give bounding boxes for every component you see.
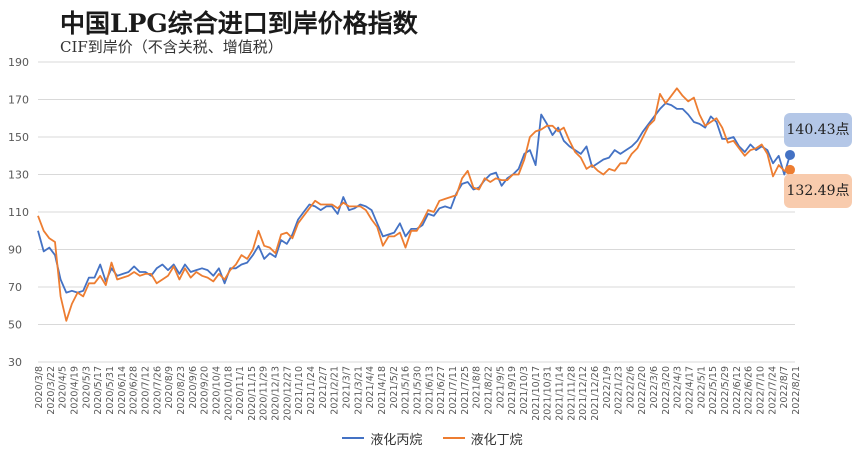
x-tick-label: 2020/7/12 xyxy=(140,366,151,415)
x-tick-label: 2021/7/25 xyxy=(460,366,471,415)
x-tick-label: 2020/7/26 xyxy=(152,366,163,415)
legend-label-butane: 液化丁烷 xyxy=(470,432,523,448)
y-tick-label: 130 xyxy=(8,169,29,182)
x-tick-label: 2020/10/18 xyxy=(223,366,234,421)
legend-item-propane: 液化丙烷 xyxy=(342,429,422,448)
x-tick-label: 2022/5/29 xyxy=(720,366,731,415)
x-tick-label: 2022/4/17 xyxy=(685,366,696,415)
legend-swatch-butane xyxy=(442,437,465,439)
x-tick-label: 2020/4/19 xyxy=(69,366,80,415)
x-tick-label: 2022/6/26 xyxy=(744,366,755,415)
x-tick-label: 2022/3/6 xyxy=(649,366,660,409)
legend-item-butane: 液化丁烷 xyxy=(442,429,523,448)
x-tick-label: 2021/11/28 xyxy=(566,366,577,421)
x-tick-label: 2021/3/7 xyxy=(342,366,353,409)
series-line-propane xyxy=(37,102,791,294)
x-tick-label: 2022/8/7 xyxy=(779,366,790,409)
legend-label-propane: 液化丙烷 xyxy=(370,432,423,448)
x-tick-label: 2021/12/26 xyxy=(590,366,601,421)
x-tick-label: 2020/11/29 xyxy=(259,366,270,421)
x-tick-label: 2021/7/11 xyxy=(448,366,459,415)
x-tick-label: 2021/8/8 xyxy=(472,366,483,409)
x-tick-label: 2022/1/9 xyxy=(602,366,613,409)
x-tick-label: 2020/6/14 xyxy=(117,366,128,415)
series-line-butane xyxy=(37,87,791,322)
x-tick-label: 2022/6/12 xyxy=(732,366,743,415)
x-tick-label: 2022/5/15 xyxy=(708,366,719,415)
chart-subtitle: CIF到岸价（不含关税、增值税） xyxy=(60,38,283,56)
x-tick-label: 2020/12/27 xyxy=(282,366,293,421)
x-tick-label: 2021/5/2 xyxy=(389,366,400,409)
y-tick-label: 70 xyxy=(8,281,22,294)
x-tick-label: 2020/8/23 xyxy=(176,366,187,415)
x-tick-label: 2022/5/1 xyxy=(696,366,707,409)
x-tick-label: 2021/1/10 xyxy=(294,366,305,415)
x-tick-label: 2021/6/27 xyxy=(436,366,447,415)
x-tick-label: 2022/2/6 xyxy=(625,366,636,409)
y-tick-label: 190 xyxy=(8,56,29,69)
x-tick-label: 2020/11/1 xyxy=(235,366,246,415)
x-tick-label: 2021/11/14 xyxy=(554,366,565,421)
x-tick-label: 2021/10/17 xyxy=(531,366,542,421)
x-tick-label: 2021/5/30 xyxy=(413,366,424,415)
x-tick-label: 2022/8/21 xyxy=(791,366,802,415)
chart-legend: 液化丙烷 液化丁烷 xyxy=(0,428,865,448)
x-tick-label: 2020/8/9 xyxy=(164,366,175,409)
x-tick-label: 2022/3/20 xyxy=(661,366,672,415)
x-tick-label: 2020/5/3 xyxy=(81,366,92,409)
callout-propane-value: 140.43点 xyxy=(784,113,852,147)
x-tick-label: 2021/2/21 xyxy=(330,366,341,415)
x-tick-label: 2021/12/12 xyxy=(578,366,589,421)
x-tick-label: 2020/4/5 xyxy=(58,366,69,409)
x-tick-label: 2021/5/16 xyxy=(401,366,412,415)
x-tick-label: 2020/6/28 xyxy=(129,366,140,415)
y-tick-label: 150 xyxy=(8,131,29,144)
x-tick-label: 2020/11/15 xyxy=(247,366,258,421)
x-tick-label: 2021/9/5 xyxy=(495,366,506,409)
x-tick-label: 2021/8/22 xyxy=(483,366,494,415)
legend-swatch-propane xyxy=(342,437,365,439)
chart-title: 中国LPG综合进口到岸价格指数 xyxy=(60,9,418,38)
x-tick-label: 2022/1/23 xyxy=(614,366,625,415)
series-end-marker-propane xyxy=(785,149,795,160)
x-tick-label: 2021/10/3 xyxy=(519,366,530,415)
x-tick-label: 2021/2/7 xyxy=(318,366,329,409)
x-tick-label: 2020/3/22 xyxy=(46,366,57,415)
x-tick-label: 2020/3/8 xyxy=(34,366,45,409)
x-tick-label: 2021/1/24 xyxy=(306,366,317,415)
callout-butane-value: 132.49点 xyxy=(784,174,852,208)
x-tick-label: 2022/2/20 xyxy=(637,366,648,415)
x-tick-label: 2020/9/6 xyxy=(188,366,199,409)
x-tick-label: 2022/7/24 xyxy=(767,366,778,415)
x-tick-label: 2020/5/17 xyxy=(93,366,104,415)
x-tick-label: 2020/10/4 xyxy=(211,366,222,415)
x-tick-label: 2021/4/18 xyxy=(377,366,388,415)
x-tick-label: 2020/9/20 xyxy=(200,366,211,415)
x-tick-label: 2022/7/10 xyxy=(756,366,767,415)
series-end-marker-butane xyxy=(785,164,795,175)
y-tick-label: 90 xyxy=(8,244,22,257)
y-tick-label: 110 xyxy=(8,206,29,219)
y-tick-label: 50 xyxy=(8,319,22,332)
x-tick-label: 2021/6/13 xyxy=(424,366,435,415)
x-tick-label: 2020/5/31 xyxy=(105,366,116,415)
x-tick-label: 2022/4/3 xyxy=(673,366,684,409)
x-tick-label: 2020/12/13 xyxy=(271,366,282,421)
y-tick-label: 30 xyxy=(8,356,22,369)
y-tick-label: 170 xyxy=(8,94,29,107)
x-tick-label: 2021/4/4 xyxy=(365,366,376,409)
x-tick-label: 2021/10/31 xyxy=(543,366,554,421)
x-tick-label: 2021/3/21 xyxy=(353,366,364,415)
x-tick-label: 2021/9/19 xyxy=(507,366,518,415)
